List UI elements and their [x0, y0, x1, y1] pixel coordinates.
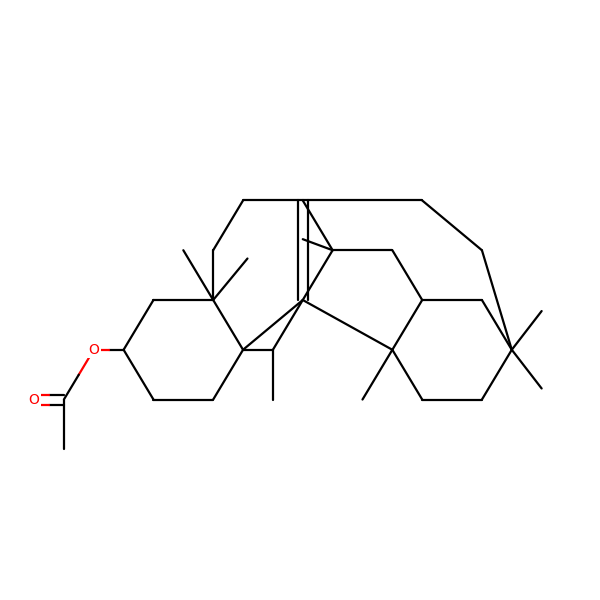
Text: O: O	[88, 343, 99, 357]
Text: O: O	[29, 392, 40, 407]
